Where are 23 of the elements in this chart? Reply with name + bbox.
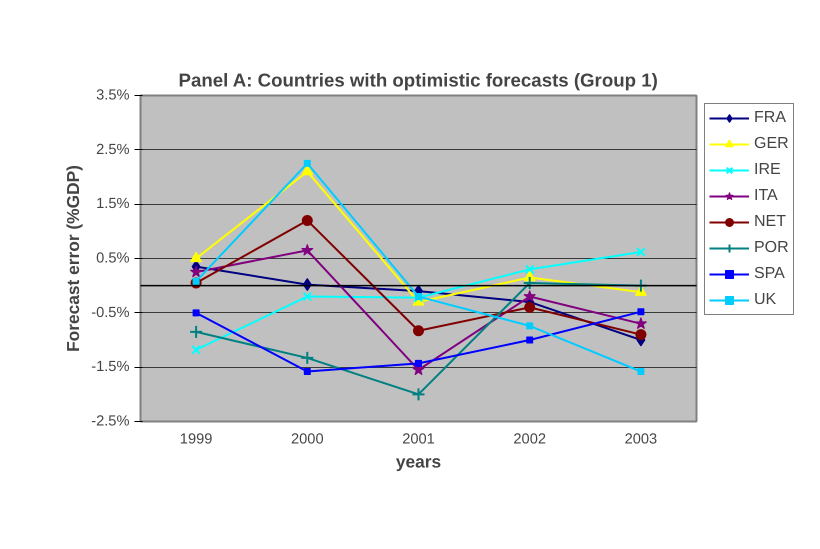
legend-label: ITA: [754, 187, 778, 205]
legend-label: IRE: [754, 161, 781, 179]
y-tick-label: 2.5%: [96, 142, 130, 158]
legend-label: FRA: [754, 109, 786, 127]
legend-label: SPA: [754, 265, 785, 283]
x-tick-label: 1999: [180, 432, 212, 448]
legend-label: GER: [754, 135, 789, 153]
y-tick-label: -0.5%: [91, 304, 130, 321]
x-tick-label: 2002: [513, 432, 546, 448]
x-tick-label: 2003: [624, 432, 658, 448]
y-axis-title: Forecast error (%GDP): [63, 165, 84, 352]
legend-label: POR: [754, 239, 789, 257]
legend-label: NET: [754, 213, 786, 231]
y-tick-label: -1.5%: [91, 359, 130, 376]
x-tick-label: 2001: [402, 432, 435, 448]
y-tick-label: 0.5%: [96, 250, 130, 266]
x-axis-title: years: [396, 452, 442, 472]
y-tick-label: 3.5%: [96, 88, 130, 104]
y-tick-label: -2.5%: [91, 414, 130, 430]
y-tick-label: 1.5%: [96, 196, 130, 212]
x-tick-label: 2000: [291, 432, 324, 448]
chart-title: Panel A: Countries with optimistic forecasts (Group 1): [178, 70, 658, 90]
legend-label: UK: [754, 291, 776, 309]
